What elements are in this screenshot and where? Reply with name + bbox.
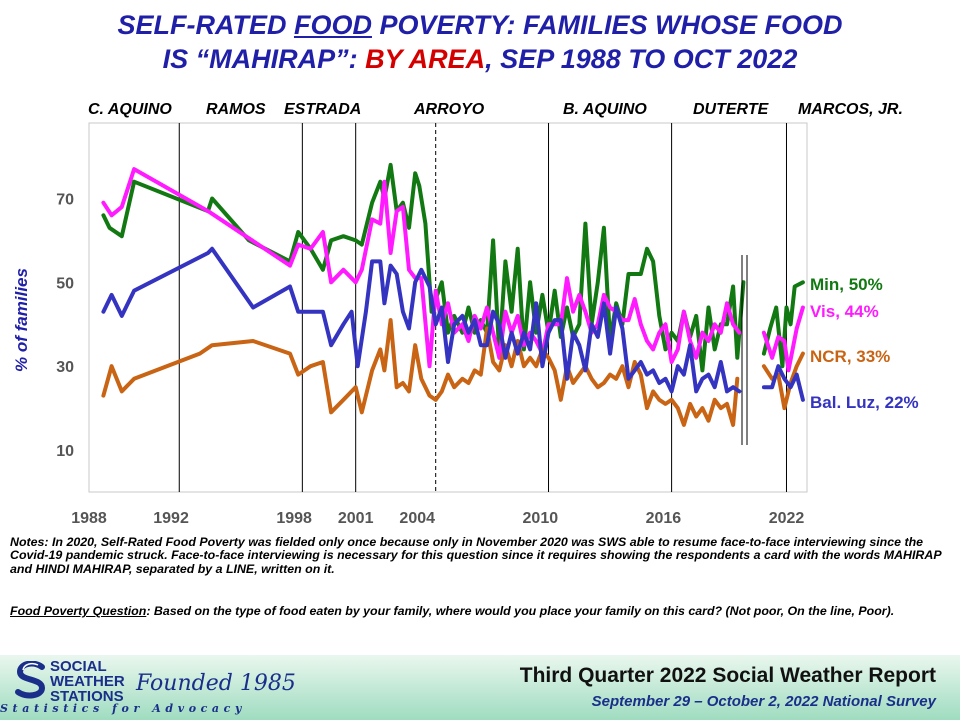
- x-tick-label: 2022: [769, 510, 805, 527]
- covid-gap-markers: [741, 255, 748, 445]
- title-part1: SELF-RATED: [117, 10, 294, 40]
- logo-line-weather: WEATHER: [50, 673, 125, 690]
- series-label-ncr: NCR, 33%: [810, 347, 891, 366]
- title-part2: FOOD: [293, 10, 372, 40]
- admin-label-ramos: RAMOS: [206, 101, 266, 118]
- y-tick-label: 10: [56, 443, 74, 460]
- question-label: Food Poverty Question: [10, 604, 147, 618]
- founded-text: Founded 1985: [136, 671, 296, 696]
- tagline-text: Statistics for Advocacy: [0, 702, 246, 715]
- series-line-ncr: [101, 318, 740, 427]
- series-line-min: [761, 280, 805, 369]
- title-part6: , SEP 1988 TO OCT 2022: [485, 44, 798, 74]
- admin-label-arroyo: ARROYO: [414, 101, 485, 118]
- title-part5: BY AREA: [365, 44, 486, 74]
- footer-band: [0, 655, 960, 720]
- report-title: Third Quarter 2022 Social Weather Report: [519, 664, 936, 687]
- plot-area-frame: [88, 122, 808, 493]
- series-label-min: Min, 50%: [810, 275, 883, 294]
- sws-s-logo-icon: [15, 661, 46, 699]
- x-tick-label: 2004: [399, 510, 435, 527]
- series-line-vis: [101, 167, 742, 369]
- x-axis-ticks: 1988 1992 1998 2001 2004 2010 2016 2022: [71, 510, 804, 527]
- y-tick-label: 70: [56, 191, 74, 208]
- administration-boundaries: [178, 123, 787, 492]
- admin-label-estrada: ESTRADA: [284, 101, 362, 118]
- y-axis-ticks: 10 30 50 70: [56, 191, 74, 460]
- x-tick-label: 2001: [338, 510, 374, 527]
- y-tick-label: 30: [56, 359, 74, 376]
- admin-label-b-aquino: B. AQUINO: [563, 101, 647, 118]
- series-label-vis: Vis, 44%: [810, 302, 879, 321]
- x-tick-label: 1988: [71, 510, 107, 527]
- y-axis-label: % of families: [12, 268, 31, 372]
- series-lines: [101, 162, 805, 427]
- question-text: : Based on the type of food eaten by you…: [146, 604, 895, 618]
- title-part3: POVERTY: FAMILIES WHOSE FOOD: [371, 10, 843, 40]
- x-tick-label: 1998: [276, 510, 312, 527]
- admin-label-c-aquino: C. AQUINO: [88, 101, 172, 118]
- series-label-bal-luz: Bal. Luz, 22%: [810, 393, 919, 412]
- admin-label-duterte: DUTERTE: [693, 101, 769, 118]
- x-tick-label: 2010: [523, 510, 559, 527]
- food-poverty-question: Food Poverty Question: Based on the type…: [10, 604, 950, 618]
- logo-line-social: SOCIAL: [50, 658, 107, 675]
- series-line-ncr: [761, 351, 805, 411]
- series-line-vis: [761, 305, 805, 373]
- series-line-bal-luz: [761, 364, 805, 402]
- sws-logo-text: SOCIAL WEATHER STATIONS: [50, 659, 125, 704]
- series-line-bal-luz: [101, 246, 742, 394]
- y-tick-label: 50: [56, 275, 74, 292]
- title-part4: IS “MAHIRAP”:: [162, 44, 366, 74]
- notes-text: Notes: In 2020, Self-Rated Food Poverty …: [10, 535, 942, 576]
- survey-dates: September 29 – October 2, 2022 National …: [591, 693, 936, 710]
- food-poverty-chart: 10 30 50 70 1988 1992 1998 2001 2004 2010 2016 202…: [56, 122, 808, 527]
- logo-line-stations: STATIONS: [50, 688, 124, 705]
- x-tick-label: 1992: [153, 510, 189, 527]
- chart-title: SELF-RATED FOOD POVERTY: FAMILIES WHOSE …: [0, 8, 960, 76]
- x-tick-label: 2016: [646, 510, 682, 527]
- admin-label-marcos-jr: MARCOS, JR.: [798, 101, 903, 118]
